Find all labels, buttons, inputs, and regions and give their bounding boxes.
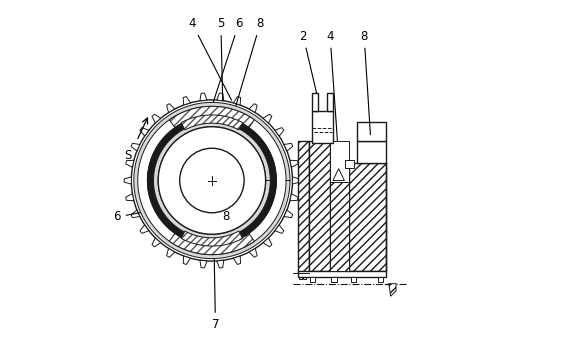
Circle shape (180, 148, 244, 213)
Bar (357, 122, 386, 141)
Text: 6: 6 (113, 210, 142, 223)
Bar (298, 274, 302, 279)
Bar (350, 277, 356, 282)
Polygon shape (140, 127, 149, 136)
Polygon shape (140, 225, 149, 234)
Polygon shape (200, 260, 207, 268)
Polygon shape (183, 96, 190, 105)
Bar (331, 277, 336, 282)
Bar (312, 111, 333, 143)
Bar (298, 271, 386, 277)
Bar (303, 274, 307, 279)
Polygon shape (181, 115, 243, 130)
Bar (378, 277, 384, 282)
Polygon shape (233, 256, 240, 265)
Polygon shape (124, 177, 132, 184)
Text: 4: 4 (188, 17, 232, 100)
Polygon shape (126, 160, 134, 167)
Bar (357, 141, 386, 162)
Polygon shape (284, 143, 292, 151)
Text: 5: 5 (217, 17, 225, 100)
Bar (298, 141, 309, 273)
Polygon shape (284, 210, 292, 218)
Polygon shape (233, 96, 240, 105)
Polygon shape (263, 238, 272, 247)
Bar (345, 160, 354, 168)
Bar (312, 93, 318, 111)
Text: 8: 8 (222, 210, 230, 223)
Polygon shape (181, 231, 243, 246)
Polygon shape (167, 248, 175, 257)
Text: 6: 6 (213, 17, 243, 104)
Polygon shape (131, 143, 140, 151)
Text: 7: 7 (212, 237, 219, 331)
Bar (310, 277, 315, 282)
Circle shape (158, 127, 266, 234)
Polygon shape (249, 104, 257, 113)
Bar (309, 141, 330, 271)
Polygon shape (275, 127, 284, 136)
Bar (349, 162, 386, 271)
Polygon shape (263, 114, 272, 123)
Bar (330, 182, 349, 271)
Polygon shape (200, 93, 207, 101)
Text: 4: 4 (326, 30, 338, 142)
Polygon shape (292, 177, 300, 184)
Polygon shape (152, 238, 161, 247)
Text: S: S (124, 149, 131, 162)
Polygon shape (275, 225, 284, 234)
Polygon shape (152, 114, 161, 123)
Text: 8: 8 (233, 17, 264, 117)
Polygon shape (217, 93, 224, 101)
Polygon shape (126, 194, 134, 201)
Polygon shape (389, 284, 396, 296)
Polygon shape (333, 169, 345, 180)
Polygon shape (290, 160, 298, 167)
Polygon shape (217, 260, 224, 268)
Polygon shape (147, 116, 276, 245)
Polygon shape (249, 248, 257, 257)
Circle shape (131, 100, 292, 261)
Polygon shape (153, 122, 270, 239)
Circle shape (122, 91, 301, 270)
Polygon shape (290, 194, 298, 201)
Text: 8: 8 (360, 30, 370, 135)
Polygon shape (170, 233, 254, 255)
Polygon shape (170, 106, 254, 128)
Text: 2: 2 (300, 30, 318, 101)
Bar (330, 141, 349, 182)
Polygon shape (134, 103, 290, 258)
Polygon shape (183, 256, 190, 265)
Bar (327, 93, 333, 111)
Polygon shape (167, 104, 175, 113)
Polygon shape (131, 210, 140, 218)
